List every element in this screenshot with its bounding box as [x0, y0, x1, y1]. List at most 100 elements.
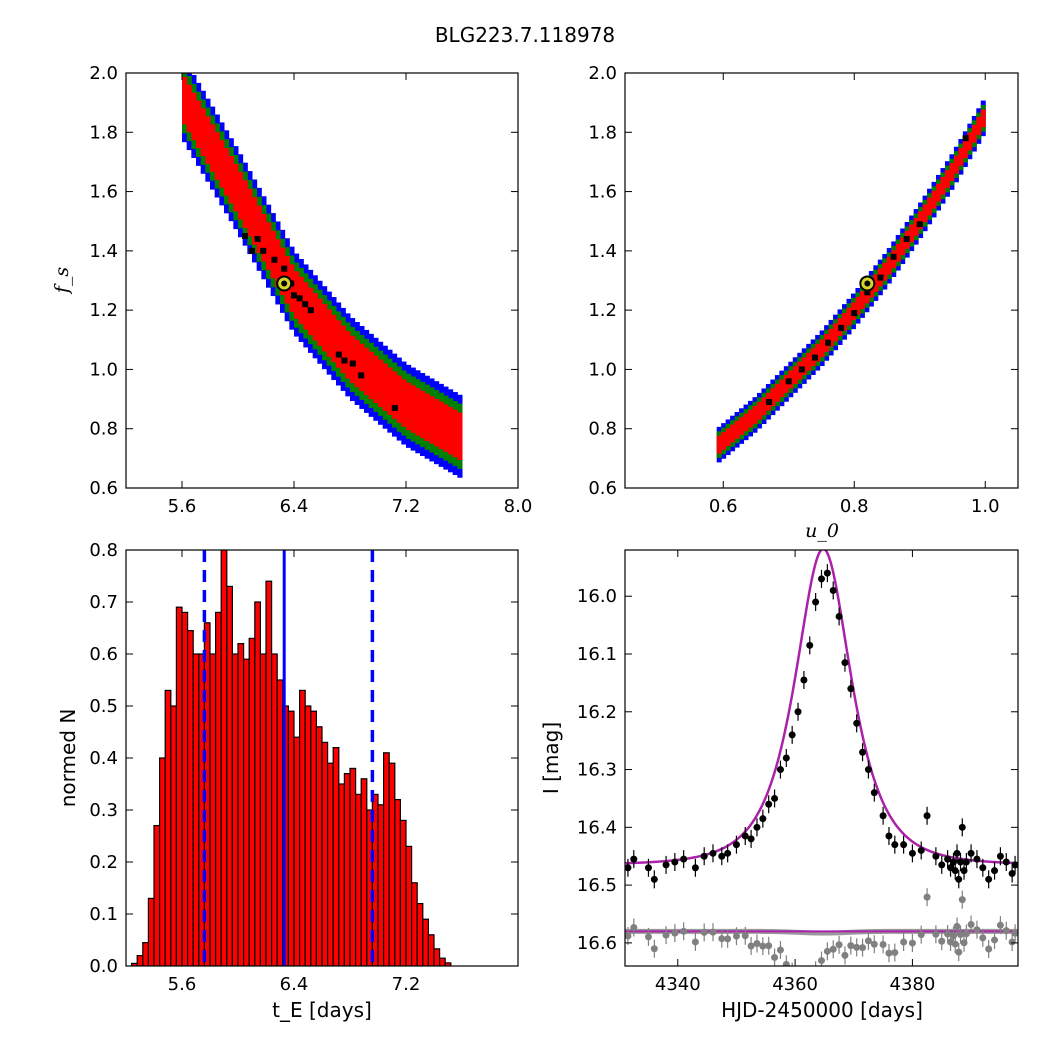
- y-tick-label: 16.0: [577, 586, 617, 607]
- sample-cell: [296, 295, 303, 302]
- residual-point: [900, 938, 908, 946]
- lightcurve-panel: 4340 4360 4380 16.0 16.1 16.2 16.3 16.4 16.5 16.6: [577, 549, 1019, 995]
- histogram-bar: [310, 710, 317, 966]
- data-point: [625, 864, 632, 872]
- sigma1-cell: [900, 237, 906, 256]
- sigma1-cell: [725, 428, 731, 447]
- residual-point: [753, 939, 761, 947]
- y-tick-label: 1.8: [89, 122, 118, 143]
- histogram-bar: [327, 762, 334, 966]
- sigma1-cell: [846, 307, 852, 326]
- sigma1-cell: [247, 188, 253, 237]
- fs-vs-u0-panel: 0.6 0.8 1.0 0.6 0.8 1.0 1.2 1.4 1.6 1.8 2.0: [588, 63, 1019, 517]
- data-point: [788, 731, 796, 739]
- data-point: [991, 867, 999, 875]
- residual-point: [625, 932, 632, 940]
- sigma1-cell: [918, 211, 924, 230]
- residual-point: [841, 951, 849, 959]
- sample-cell: [916, 221, 923, 228]
- histogram-bar: [405, 845, 413, 966]
- xlabel-tE: t_E [days]: [272, 998, 372, 1022]
- x-tick-label: 5.6: [168, 974, 197, 995]
- data-point: [1008, 870, 1016, 878]
- sigma1-cell: [410, 385, 416, 433]
- axes-frame: [624, 72, 1019, 489]
- residual-point: [782, 960, 790, 966]
- data-point: [979, 864, 987, 872]
- residual-point: [709, 928, 717, 936]
- y-tick-label: 1.6: [89, 182, 118, 203]
- residual-point: [870, 940, 878, 948]
- histogram-bar: [360, 778, 368, 966]
- data-point: [985, 875, 993, 883]
- tE-histogram-panel: 5.6 6.4 7.2 0.0 0.1 0.2 0.3 0.4 0.5 0.6 0.7 0.8: [89, 540, 519, 995]
- y-tick-label: 0.6: [89, 478, 118, 499]
- sigma1-cell: [331, 314, 337, 363]
- sigma1-cell: [819, 339, 825, 358]
- sigma1-cell: [886, 256, 892, 275]
- sigma1-cell: [971, 124, 977, 143]
- sigma1-cell: [256, 205, 262, 254]
- residual-point: [885, 949, 893, 957]
- data-point: [806, 641, 814, 649]
- residual-point: [759, 942, 767, 950]
- sigma1-cell: [261, 214, 267, 262]
- sigma1-cell: [191, 92, 197, 141]
- histogram-bar: [170, 705, 178, 966]
- histogram-bar: [276, 679, 284, 966]
- y-tick-label: 16.3: [577, 760, 617, 781]
- y-tick-label: 16.2: [577, 702, 617, 723]
- sigma1-cell: [350, 335, 356, 384]
- data-point: [951, 867, 959, 875]
- residual-point: [917, 931, 925, 939]
- sigma1-cell: [967, 132, 973, 151]
- sigma1-cell: [275, 239, 281, 287]
- data-point: [829, 586, 837, 594]
- sigma1-cell: [364, 347, 370, 396]
- sigma1-cell: [980, 109, 986, 128]
- histogram-bar: [332, 746, 340, 966]
- y-tick-label: 0.2: [89, 852, 118, 873]
- histogram-bar: [411, 882, 418, 966]
- residual-point: [776, 946, 784, 954]
- histogram-bar: [321, 741, 329, 966]
- residual-point: [967, 921, 975, 929]
- y-tick-label: 1.8: [588, 122, 617, 143]
- sigma1-cell: [457, 412, 463, 460]
- residual-point: [979, 934, 987, 942]
- sigma1-cell: [378, 359, 384, 407]
- x-tick-label: 0.6: [709, 496, 738, 517]
- sample-cell: [766, 399, 773, 406]
- axes-frame: [125, 549, 519, 967]
- data-point: [662, 861, 670, 869]
- sigma1-cell: [354, 339, 360, 388]
- histogram-bar: [299, 689, 306, 966]
- histogram-bar: [136, 954, 144, 966]
- residual-point: [644, 933, 652, 941]
- data-point: [917, 846, 925, 854]
- residual-point: [829, 945, 837, 953]
- axes-frame: [624, 549, 1019, 967]
- x-tick-label: 8.0: [504, 496, 533, 517]
- data-point: [908, 849, 916, 857]
- sigma1-cell: [833, 323, 839, 342]
- sigma1-cell: [326, 309, 332, 357]
- residual-point: [650, 945, 658, 953]
- sigma1-cell: [270, 230, 276, 279]
- model-curve: [625, 550, 1018, 865]
- data-point: [962, 858, 970, 866]
- residual-point: [908, 939, 916, 947]
- data-point: [953, 849, 961, 857]
- sample-cell: [291, 292, 297, 299]
- residual-point: [732, 932, 740, 940]
- y-tick-label: 1.2: [89, 300, 118, 321]
- y-tick-label: 0.8: [588, 419, 617, 440]
- sigma1-cell: [317, 298, 323, 346]
- data-point: [741, 832, 749, 840]
- residual-point: [818, 957, 825, 965]
- data-point: [812, 598, 820, 606]
- plot-area: [625, 550, 1018, 966]
- data-point: [900, 841, 908, 849]
- residual-point: [662, 931, 670, 939]
